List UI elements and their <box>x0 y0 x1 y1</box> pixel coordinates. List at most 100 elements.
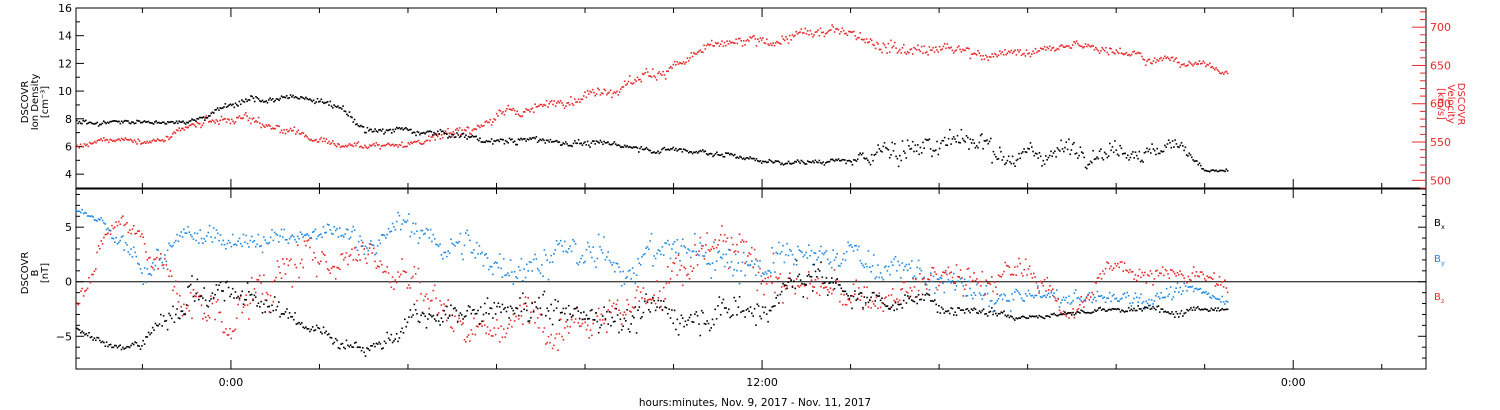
data-point-By <box>681 238 684 241</box>
data-point-By <box>303 234 306 236</box>
data-point-Bz <box>260 282 262 284</box>
data-point-velocity <box>1202 60 1205 62</box>
data-point-velocity <box>493 118 495 120</box>
data-point-By <box>606 256 608 258</box>
data-point-By <box>642 254 645 256</box>
data-point-Bz <box>906 292 909 294</box>
data-point-Bz <box>1011 273 1013 276</box>
data-point-By <box>635 274 638 276</box>
data-point-velocity <box>504 110 507 112</box>
data-point-By <box>822 253 825 256</box>
data-point-density <box>1212 169 1215 171</box>
data-point-Bx <box>108 344 111 346</box>
data-point-By <box>772 262 775 264</box>
data-point-velocity <box>447 127 449 130</box>
data-point-density <box>378 129 380 131</box>
data-point-density <box>429 130 431 132</box>
data-point-Bz <box>141 233 143 235</box>
data-point-Bx <box>610 324 612 327</box>
data-point-Bz <box>1198 275 1200 278</box>
data-point-Bx <box>1028 315 1031 317</box>
data-point-velocity <box>323 137 325 140</box>
data-point-By <box>650 232 653 235</box>
data-point-velocity <box>1142 58 1144 60</box>
data-point-By <box>835 256 837 259</box>
data-point-By <box>601 251 604 254</box>
data-point-Bx <box>337 347 340 349</box>
data-point-density <box>219 107 221 109</box>
data-point-Bz <box>924 283 927 286</box>
data-point-velocity <box>200 126 202 129</box>
data-point-By <box>1000 293 1003 296</box>
data-point-density <box>553 140 556 143</box>
data-point-Bz <box>294 263 296 266</box>
data-point-By <box>877 264 879 266</box>
data-point-By <box>418 237 421 239</box>
data-point-Bx <box>1202 308 1204 311</box>
data-point-density <box>956 134 959 137</box>
data-point-Bz <box>1123 262 1126 264</box>
data-point-velocity <box>664 78 667 80</box>
data-point-By <box>893 258 895 260</box>
data-point-Bx <box>118 345 120 348</box>
data-point-velocity <box>625 84 627 86</box>
data-point-Bx <box>440 317 443 319</box>
data-point-By <box>401 223 403 225</box>
data-point-Bz <box>340 253 342 256</box>
data-point-By <box>916 266 918 269</box>
data-point-Bx <box>795 259 798 262</box>
data-point-velocity <box>483 124 485 127</box>
data-point-density <box>580 142 582 145</box>
data-point-density <box>835 158 837 161</box>
data-point-By <box>1060 302 1062 304</box>
data-point-Bz <box>965 284 967 286</box>
data-point-velocity <box>648 75 650 77</box>
data-point-Bx <box>595 312 597 314</box>
data-point-Bz <box>587 324 589 327</box>
data-point-density <box>579 142 581 145</box>
data-point-Bz <box>283 263 285 265</box>
data-point-velocity <box>634 78 636 81</box>
data-point-By <box>555 240 558 242</box>
data-point-Bz <box>726 237 729 239</box>
data-point-Bx <box>1068 312 1070 314</box>
data-point-By <box>719 256 722 258</box>
data-point-velocity <box>296 131 298 133</box>
data-point-density <box>854 159 856 161</box>
data-point-density <box>1134 151 1137 153</box>
data-point-density <box>909 148 911 150</box>
data-point-Bx <box>413 303 416 306</box>
data-point-density <box>1068 138 1070 141</box>
data-point-Bz <box>841 303 844 306</box>
data-point-Bx <box>775 297 777 299</box>
data-point-velocity <box>749 36 751 38</box>
data-point-velocity <box>164 139 166 142</box>
data-point-Bx <box>901 307 904 309</box>
data-point-density <box>1124 152 1126 155</box>
data-point-Bx <box>296 322 299 325</box>
data-point-density <box>366 126 369 129</box>
data-point-density <box>689 151 691 153</box>
data-point-By <box>386 233 388 236</box>
data-point-By <box>1123 292 1126 295</box>
data-point-Bz <box>493 327 496 329</box>
data-point-By <box>745 260 748 263</box>
data-point-velocity <box>641 73 644 75</box>
data-point-Bx <box>753 307 756 310</box>
data-point-velocity <box>1077 42 1079 45</box>
data-point-Bx <box>768 309 771 312</box>
data-point-Bx <box>1096 309 1099 311</box>
data-point-density <box>512 141 515 143</box>
data-point-By <box>1003 293 1005 296</box>
data-point-Bx <box>820 261 822 264</box>
data-point-density <box>937 153 940 156</box>
data-point-density <box>1147 150 1150 153</box>
data-point-density <box>456 132 458 134</box>
data-point-Bx <box>1015 317 1017 319</box>
data-point-velocity <box>594 94 596 97</box>
data-point-velocity <box>755 45 758 47</box>
data-point-velocity <box>1027 53 1029 55</box>
data-point-Bx <box>128 346 131 349</box>
data-point-By <box>574 243 577 245</box>
data-point-By <box>181 236 184 238</box>
